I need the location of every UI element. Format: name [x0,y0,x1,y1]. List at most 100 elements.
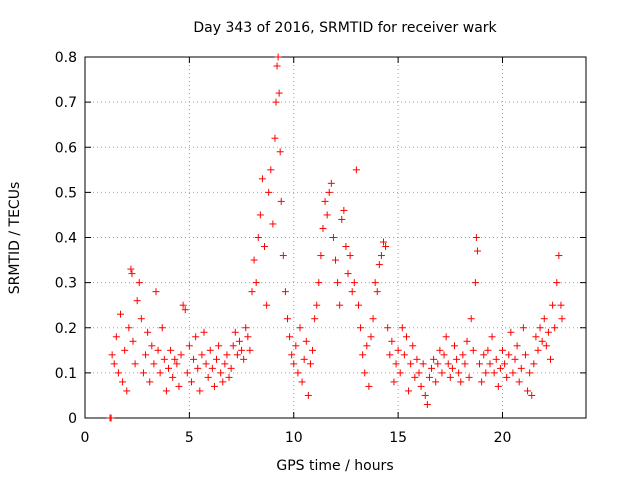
data-point [107,414,115,422]
data-point [342,243,350,251]
data-point [137,315,145,323]
data-point [154,346,162,354]
data-point [526,369,534,377]
data-point [557,301,565,309]
data-point [461,360,469,368]
data-point [277,197,285,205]
data-point [162,387,170,395]
data-point [219,378,227,386]
data-point [296,324,304,332]
data-point [484,346,492,354]
data-point [311,315,319,323]
data-point [233,351,241,359]
data-point [329,234,337,241]
data-point [192,333,200,341]
data-point [179,301,187,309]
data-point [148,342,156,350]
data-point [496,364,504,372]
data-point [119,378,127,386]
data-point [323,211,331,219]
data-point [338,215,346,223]
y-tick-label: 0.5 [55,185,77,201]
data-point [457,378,465,386]
data-point [315,279,323,287]
y-tick-label: 0.6 [55,140,77,156]
data-point [173,360,181,368]
data-point [302,337,310,345]
data-point [524,387,532,395]
data-point [288,351,296,359]
data-point [112,333,120,341]
data-point [365,382,373,390]
y-axis-label: SRMTID / TECUs [7,182,23,295]
data-point [127,265,135,273]
data-point [538,337,546,345]
data-point [536,324,544,332]
data-point [453,355,461,363]
data-point [110,360,118,368]
data-point [549,301,557,309]
y-tick-label: 0.3 [55,276,77,292]
data-point [208,364,216,372]
data-point [463,337,471,345]
data-point [472,234,480,241]
data-point [455,369,463,377]
data-point [480,351,488,359]
data-point [128,270,136,278]
data-point [146,378,154,386]
data-point [425,373,433,381]
data-point [263,301,271,309]
data-point [227,364,235,372]
data-point [492,355,500,363]
data-point [221,360,229,368]
data-point [279,252,287,260]
data-point [292,342,300,350]
data-point [340,206,348,214]
data-point [213,355,221,363]
data-point [217,369,225,377]
data-point [252,279,260,287]
y-tick-label: 0 [68,411,77,427]
data-point [471,279,479,287]
data-point [254,234,262,241]
data-point [177,351,185,359]
data-point [553,279,561,287]
x-tick-label: 20 [494,430,512,446]
data-point [273,62,281,70]
data-point [344,270,352,278]
data-point [114,369,122,377]
data-point [382,243,390,251]
data-point [411,373,419,381]
data-point [388,337,396,345]
data-point [300,355,308,363]
data-point [190,355,198,363]
x-tick-label: 5 [185,430,194,446]
data-point [375,261,383,269]
data-point [400,351,408,359]
data-point [283,315,291,323]
data-point [142,351,150,359]
data-point [242,324,250,332]
data-point [225,373,233,381]
data-point [482,369,490,377]
data-point [505,351,513,359]
x-tick-label: 15 [389,430,407,446]
data-point [133,297,141,305]
data-point [386,351,394,359]
data-point [390,378,398,386]
data-point [398,324,406,332]
data-point [394,346,402,354]
y-tick-label: 0.1 [55,366,77,382]
data-point [240,355,248,363]
data-point [306,360,314,368]
data-point [135,279,143,287]
data-point [507,328,515,336]
data-point [202,360,210,368]
data-point [350,279,358,287]
data-point [129,337,137,345]
data-point [532,333,540,341]
data-point [432,378,440,386]
chart-title: Day 343 of 2016, SRMTID for receiver war… [193,20,497,36]
data-point [327,179,335,187]
